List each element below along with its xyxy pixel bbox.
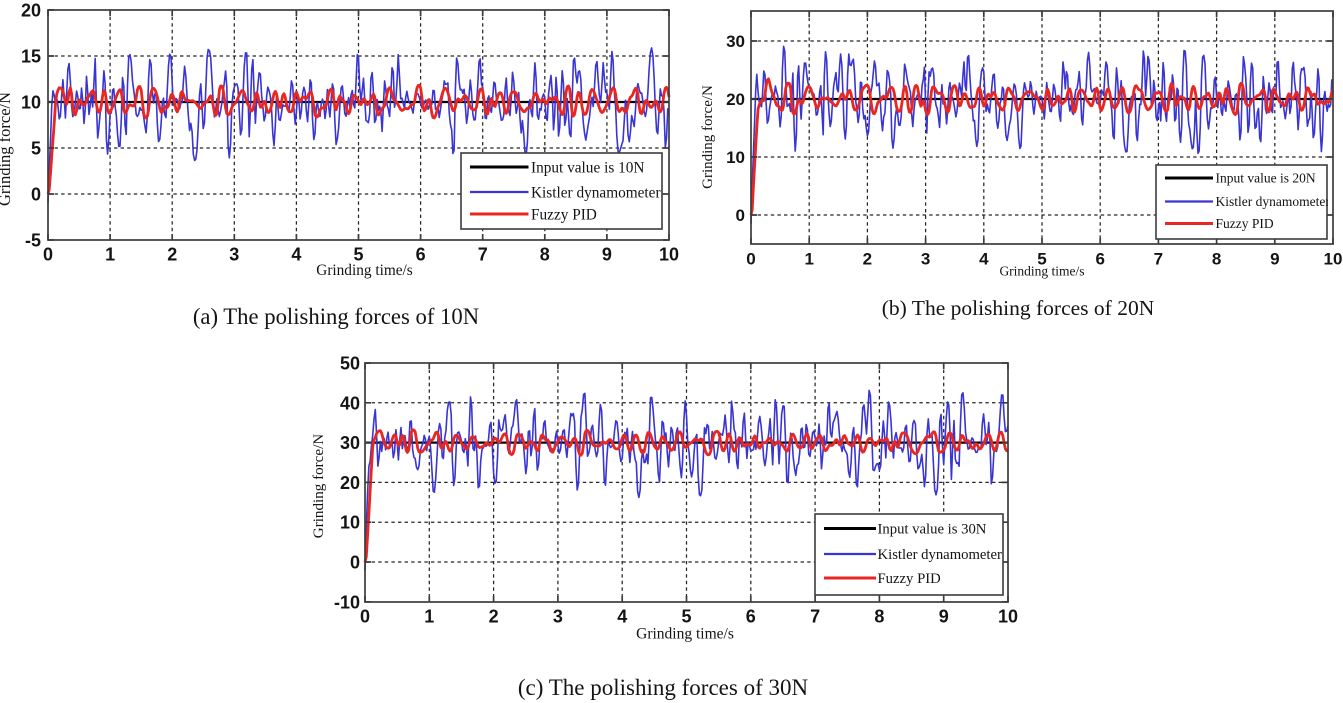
svg-text:(a) The polishing forces of 10: (a) The polishing forces of 10N — [193, 304, 479, 329]
svg-text:5: 5 — [681, 607, 691, 627]
svg-text:Input value is 30N: Input value is 30N — [878, 522, 987, 538]
svg-text:2: 2 — [863, 250, 872, 269]
svg-text:(c) The polishing forces of 30: (c) The polishing forces of 30N — [518, 675, 809, 700]
svg-text:10: 10 — [998, 607, 1018, 627]
svg-text:4: 4 — [291, 245, 301, 265]
svg-text:40: 40 — [340, 393, 360, 413]
svg-text:20: 20 — [340, 473, 360, 493]
svg-text:0: 0 — [31, 185, 41, 205]
svg-text:Input value is 10N: Input value is 10N — [531, 159, 644, 176]
svg-text:1: 1 — [105, 245, 115, 265]
svg-text:8: 8 — [874, 607, 884, 627]
svg-text:5: 5 — [353, 245, 363, 265]
svg-text:2: 2 — [167, 245, 177, 265]
svg-text:Kistler dynamometer: Kistler dynamometer — [531, 184, 661, 201]
svg-text:5: 5 — [1037, 250, 1046, 269]
svg-text:3: 3 — [921, 250, 930, 269]
svg-text:7: 7 — [1154, 250, 1163, 269]
svg-text:Grinding time/s: Grinding time/s — [999, 264, 1084, 279]
svg-text:Fuzzy PID: Fuzzy PID — [1216, 216, 1274, 231]
svg-text:9: 9 — [939, 607, 949, 627]
svg-text:Grinding time/s: Grinding time/s — [316, 262, 412, 279]
svg-text:0: 0 — [43, 245, 53, 265]
svg-text:(b) The polishing forces of 20: (b) The polishing forces of 20N — [882, 296, 1155, 320]
svg-text:0: 0 — [746, 250, 755, 269]
svg-text:8: 8 — [540, 245, 550, 265]
svg-text:10: 10 — [340, 513, 360, 533]
svg-text:Grinding force/N: Grinding force/N — [311, 434, 327, 538]
svg-text:4: 4 — [979, 250, 989, 269]
svg-text:20: 20 — [726, 90, 745, 109]
svg-text:7: 7 — [478, 245, 488, 265]
svg-text:3: 3 — [229, 245, 239, 265]
svg-text:7: 7 — [810, 607, 820, 627]
svg-text:2: 2 — [489, 607, 499, 627]
svg-text:Fuzzy PID: Fuzzy PID — [531, 206, 597, 223]
svg-text:-5: -5 — [25, 231, 41, 251]
svg-text:10: 10 — [726, 148, 745, 167]
svg-text:Grinding time/s: Grinding time/s — [636, 626, 734, 643]
svg-text:6: 6 — [1095, 250, 1104, 269]
svg-text:10: 10 — [659, 245, 679, 265]
svg-text:4: 4 — [617, 607, 627, 627]
svg-text:Fuzzy PID: Fuzzy PID — [878, 571, 942, 587]
svg-text:30: 30 — [726, 32, 745, 51]
svg-text:-10: -10 — [334, 592, 360, 612]
svg-text:Kistler dynamometer: Kistler dynamometer — [878, 547, 1003, 563]
svg-text:9: 9 — [602, 245, 612, 265]
svg-text:0: 0 — [360, 607, 370, 627]
svg-text:0: 0 — [736, 206, 745, 225]
svg-text:10: 10 — [21, 93, 41, 113]
svg-text:10: 10 — [1324, 250, 1343, 269]
svg-text:50: 50 — [340, 354, 360, 374]
svg-text:6: 6 — [416, 245, 426, 265]
svg-text:1: 1 — [424, 607, 434, 627]
svg-text:15: 15 — [21, 47, 41, 67]
svg-text:Input value is 20N: Input value is 20N — [1216, 171, 1316, 186]
svg-text:0: 0 — [350, 553, 360, 573]
svg-text:9: 9 — [1270, 250, 1279, 269]
svg-text:5: 5 — [31, 139, 41, 159]
svg-text:8: 8 — [1212, 250, 1221, 269]
svg-text:30: 30 — [340, 433, 360, 453]
svg-text:3: 3 — [553, 607, 563, 627]
svg-text:6: 6 — [746, 607, 756, 627]
svg-text:Kistler dynamometer: Kistler dynamometer — [1216, 194, 1331, 209]
svg-text:Grinding force/N: Grinding force/N — [0, 92, 14, 206]
svg-text:Grinding force/N: Grinding force/N — [700, 85, 716, 189]
svg-text:20: 20 — [21, 1, 41, 21]
svg-text:1: 1 — [804, 250, 813, 269]
